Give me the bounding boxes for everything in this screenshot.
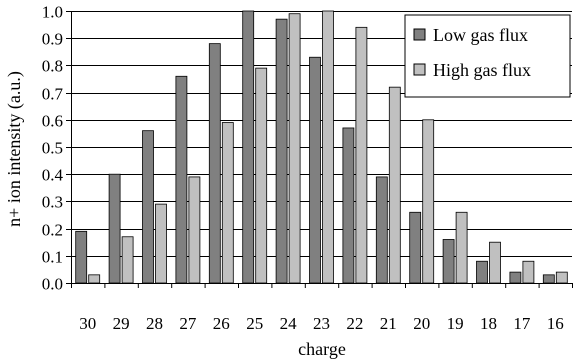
bar-high-gas-flux-20 [422,119,435,284]
x-tick-label: 21 [380,314,397,333]
bar-low-gas-flux-26 [208,43,221,284]
legend-swatch-high-gas-flux [413,63,426,76]
bar-high-gas-flux-16 [555,271,568,284]
bar-low-gas-flux-19 [442,239,455,284]
y-tick-label: 0.5 [42,139,63,158]
bar-high-gas-flux-23 [322,10,334,284]
y-tick-label: 0.4 [42,166,64,185]
bar-low-gas-flux-20 [409,211,422,284]
bar-low-gas-flux-27 [175,75,188,284]
bar-low-gas-flux-29 [108,173,121,284]
x-tick-label: 24 [280,314,298,333]
bar-low-gas-flux-30 [75,230,88,284]
x-tick-label: 28 [146,314,163,333]
bar-low-gas-flux-28 [142,130,154,284]
axes: 0.0 0.1 0.2 0.3 0.4 0.5 0.6 0.7 0.8 0.9 1.0 30 29 28 2… [42,3,573,333]
bar-high-gas-flux-29 [121,236,134,284]
y-tick-label: 0.3 [42,193,63,212]
bar-low-gas-flux-22 [342,127,355,284]
x-tick-label: 22 [346,314,363,333]
y-tick-label: 1.0 [42,3,63,22]
x-axis-title: charge [298,339,346,359]
x-tick-label: 18 [480,314,497,333]
bar-high-gas-flux-26 [221,122,234,284]
y-tick-label: 0.2 [42,221,63,240]
bar-low-gas-flux-17 [509,271,522,284]
legend-swatch-low-gas-flux [413,28,426,41]
y-tick-label: 0.7 [42,85,64,104]
x-tick-label: 30 [79,314,96,333]
x-tick-label: 26 [213,314,230,333]
bar-high-gas-flux-24 [288,13,301,284]
y-tick-label: 0.0 [42,275,63,294]
x-tick-label: 16 [547,314,564,333]
bar-high-gas-flux-22 [355,26,368,284]
bar-low-gas-flux-25 [242,10,255,284]
bar-high-gas-flux-25 [255,67,268,284]
legend-box [404,14,571,98]
x-tick-label: 20 [413,314,430,333]
x-tick-label: 19 [447,314,464,333]
x-tick-label: 25 [246,314,263,333]
x-tick-label: 29 [113,314,130,333]
y-axis-title: n+ ion intensity (a.u.) [4,71,25,227]
bar-high-gas-flux-28 [155,203,167,284]
legend-label-low-gas-flux: Low gas flux [433,25,528,45]
bar-low-gas-flux-16 [542,274,555,284]
bar-low-gas-flux-24 [275,18,288,284]
x-tick-label: 23 [313,314,330,333]
legend: Low gas flux High gas flux [404,14,571,98]
y-tick-label: 0.6 [42,112,63,131]
x-tick-label: 17 [513,314,531,333]
y-tick-label: 0.1 [42,248,63,267]
bar-high-gas-flux-19 [455,211,468,284]
bar-low-gas-flux-21 [375,176,388,284]
bar-high-gas-flux-21 [388,86,401,284]
bar-high-gas-flux-30 [88,274,101,284]
bar-high-gas-flux-17 [522,260,535,284]
x-tick-label: 27 [179,314,197,333]
bar-high-gas-flux-18 [489,241,501,284]
bars [75,10,568,284]
bar-high-gas-flux-27 [188,176,201,284]
y-tick-label: 0.9 [42,30,63,49]
y-tick-label: 0.8 [42,57,63,76]
bar-low-gas-flux-18 [476,260,488,284]
bar-low-gas-flux-23 [309,56,321,284]
legend-label-high-gas-flux: High gas flux [433,60,531,80]
